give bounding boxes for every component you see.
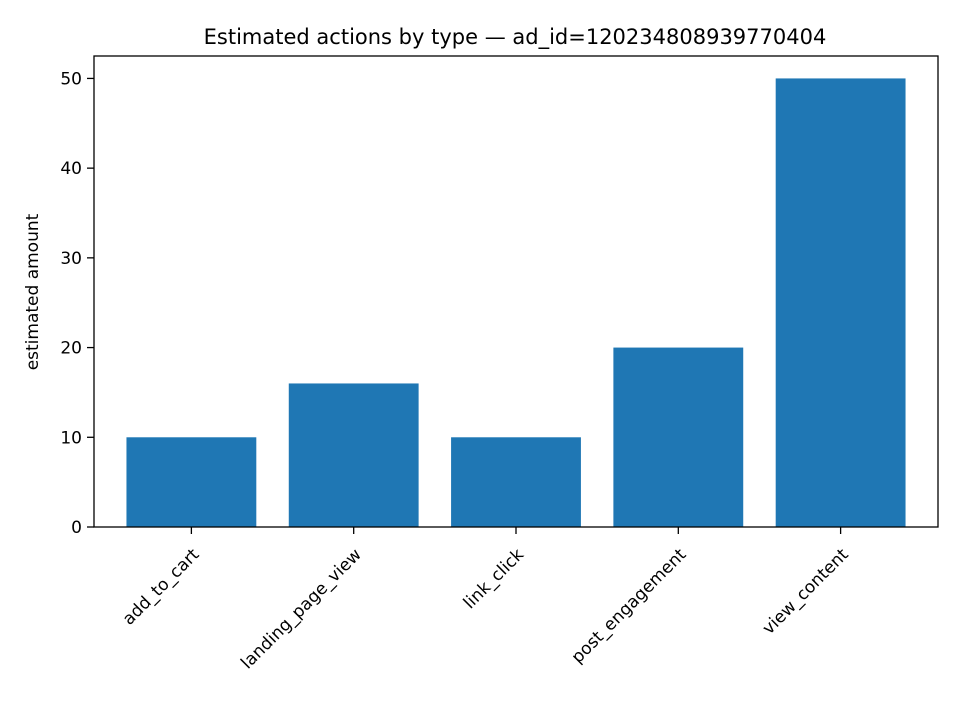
plot-frame [93, 55, 939, 528]
chart-title: Estimated actions by type — ad_id=120234… [204, 25, 827, 50]
y-tick-label: 0 [71, 518, 82, 538]
bar-add-to-cart [126, 437, 257, 527]
bar-link-click [451, 437, 581, 527]
y-axis-label: estimated amount [23, 213, 43, 370]
x-tick-label: landing_page_view [237, 545, 365, 673]
y-tick-label: 20 [60, 339, 82, 359]
y-tick-label: 50 [60, 69, 82, 89]
y-tick-label: 40 [60, 159, 82, 179]
y-axis-ticks: 0 10 20 30 40 50 [60, 69, 94, 538]
y-tick-label: 10 [60, 428, 82, 448]
bars-group [126, 78, 906, 527]
bar-post-engagement [613, 347, 744, 527]
x-axis-ticks: add_to_cart landing_page_view link_click po… [119, 527, 853, 673]
bar-landing-page-view [288, 383, 419, 527]
x-tick-label: view_content [759, 545, 853, 639]
x-tick-label: add_to_cart [119, 545, 204, 630]
x-tick-label: link_click [460, 545, 528, 613]
bar-view-content [775, 78, 906, 527]
y-tick-label: 30 [60, 249, 82, 269]
x-tick-label: post_engagement [568, 545, 691, 668]
